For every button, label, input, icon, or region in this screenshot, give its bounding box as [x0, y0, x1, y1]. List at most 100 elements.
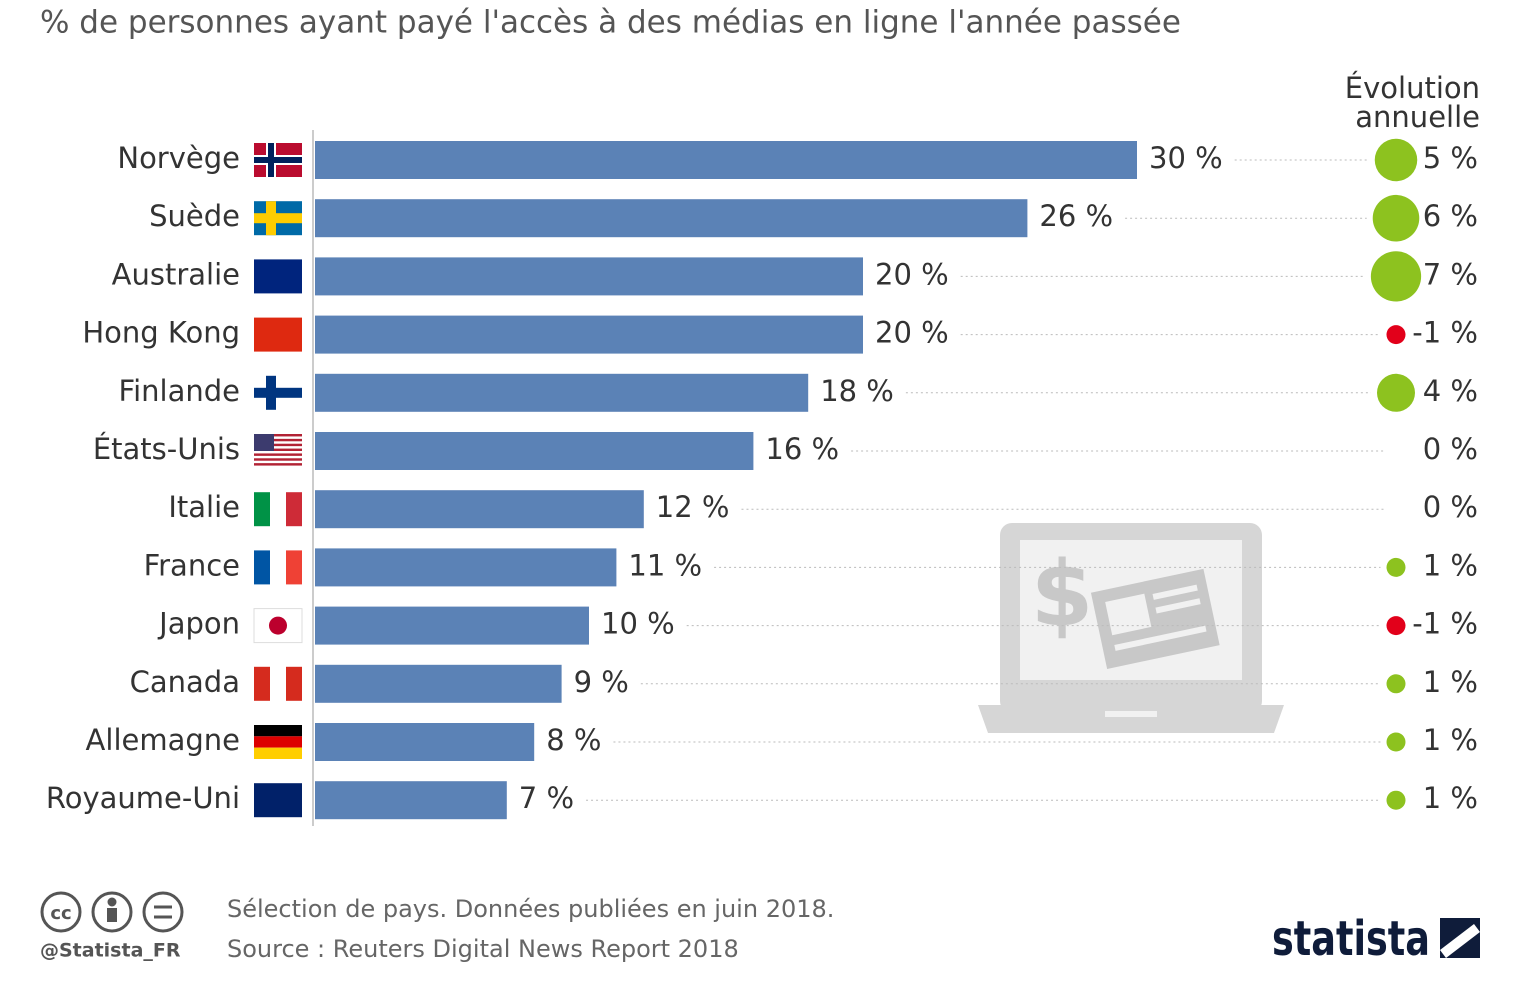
- evolution-label: 6 %: [1423, 199, 1478, 233]
- flag-part: [254, 448, 302, 451]
- brand-icon: [1440, 918, 1480, 958]
- category-label: Japon: [157, 607, 240, 641]
- bar: [315, 723, 535, 761]
- flag: [253, 608, 303, 644]
- value-label: 20 %: [875, 257, 949, 291]
- bar: [315, 257, 863, 296]
- value-label: 26 %: [1039, 199, 1113, 233]
- flag-part: [254, 387, 302, 398]
- flag-part: [270, 666, 286, 701]
- flag-part: [254, 492, 270, 527]
- flag-part: [269, 616, 287, 635]
- category-label: Canada: [130, 665, 240, 699]
- value-label: 7 %: [519, 781, 574, 815]
- bar: [315, 432, 754, 470]
- evolution-label: 5 %: [1423, 141, 1478, 175]
- evolution-dot: [1386, 616, 1406, 636]
- evolution-header: Évolution annuelle: [1344, 71, 1480, 134]
- category-label: Australie: [112, 257, 240, 291]
- value-label: 10 %: [601, 607, 675, 641]
- flag: [254, 492, 302, 527]
- flag-part: [254, 458, 302, 461]
- bar: [315, 664, 562, 703]
- flag: [254, 434, 302, 466]
- value-label: 11 %: [628, 548, 702, 582]
- evolution-dot: [1386, 557, 1406, 577]
- evolution-dot: [1377, 373, 1415, 412]
- evolution-dot: [1372, 194, 1420, 242]
- note: Sélection de pays. Données publiées en j…: [227, 895, 834, 923]
- flag: [254, 143, 302, 177]
- chart-title: % de personnes ayant payé l'accès à des …: [40, 5, 1181, 41]
- evolution-label: 0 %: [1423, 490, 1478, 524]
- value-label: 8 %: [546, 723, 601, 757]
- evolution-label: -1 %: [1412, 607, 1478, 641]
- flag: [254, 666, 302, 701]
- evolution-label: 4 %: [1423, 374, 1478, 408]
- flag-border: [253, 608, 303, 644]
- brand: statista: [1272, 911, 1430, 967]
- category-label: Allemagne: [86, 723, 240, 757]
- bar: [315, 490, 644, 529]
- handle: @Statista_FR: [40, 940, 181, 962]
- category-label: États-Unis: [93, 432, 240, 466]
- flag-part: [254, 434, 302, 437]
- flag-part: [254, 453, 302, 456]
- illustration: $: [978, 523, 1284, 733]
- flag-part: [254, 259, 302, 294]
- flag-part: [254, 783, 302, 818]
- flag-part: [286, 492, 302, 527]
- flag-part: [254, 666, 270, 701]
- bar: [315, 373, 809, 412]
- flag-part: [254, 736, 302, 748]
- evolution-dot: [1386, 674, 1406, 694]
- category-label: Suède: [149, 199, 240, 233]
- flag-part: [254, 213, 302, 224]
- evolution-label: -1 %: [1412, 316, 1478, 350]
- evolution-label: 1 %: [1423, 781, 1478, 815]
- evolution-dot: [1370, 251, 1422, 302]
- flag-part: [254, 747, 302, 759]
- category-label: Italie: [168, 490, 240, 524]
- evolution-label: 1 %: [1423, 548, 1478, 582]
- flag-part: [254, 438, 302, 442]
- category-label: Hong Kong: [82, 316, 240, 350]
- svg-text:cc: cc: [50, 903, 71, 924]
- flag: [254, 375, 302, 410]
- bar: [315, 199, 1028, 238]
- flag-part: [254, 443, 302, 447]
- bar: [315, 548, 617, 587]
- bar: [315, 315, 863, 354]
- flag: [254, 317, 302, 352]
- flag-part: [254, 434, 274, 451]
- flag: [254, 259, 302, 294]
- category-label: Royaume-Uni: [46, 781, 240, 815]
- evolution-dot: [1386, 732, 1406, 752]
- evolution-label: 7 %: [1423, 257, 1478, 291]
- flag: [254, 783, 302, 818]
- evolution-dot: [1374, 138, 1418, 182]
- value-label: 18 %: [820, 374, 894, 408]
- value-label: 30 %: [1149, 141, 1223, 175]
- source: Source : Reuters Digital News Report 201…: [227, 935, 739, 963]
- flag-part: [254, 550, 270, 585]
- flag-part: [254, 157, 302, 163]
- bar: [315, 781, 507, 820]
- value-label: 9 %: [574, 665, 629, 699]
- flag: [254, 725, 302, 759]
- bar: [315, 606, 589, 645]
- value-label: 20 %: [875, 316, 949, 350]
- flag-part: [270, 492, 286, 527]
- flag: [254, 550, 302, 585]
- evolution-label: 0 %: [1423, 432, 1478, 466]
- evolution-dot: [1386, 325, 1406, 345]
- flag-part: [270, 550, 286, 585]
- flag-part: [254, 463, 302, 466]
- category-label: France: [144, 548, 240, 582]
- svg-text:$: $: [1031, 542, 1094, 647]
- evolution-label: 1 %: [1423, 665, 1478, 699]
- evolution-dot: [1386, 790, 1406, 810]
- flag-part: [254, 317, 302, 352]
